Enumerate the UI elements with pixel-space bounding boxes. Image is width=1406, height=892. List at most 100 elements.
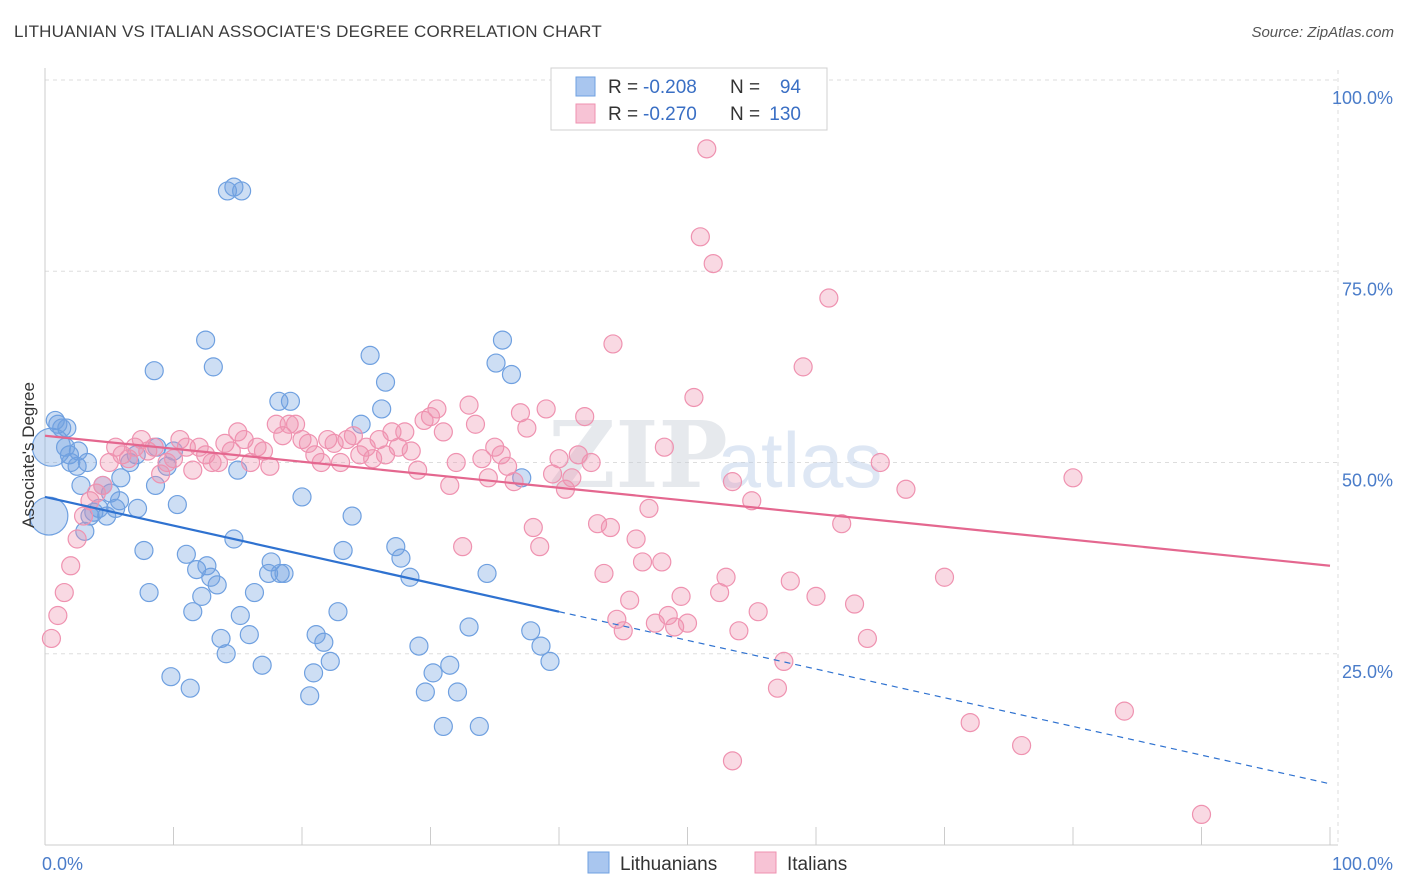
scatter-point	[41, 628, 62, 649]
scatter-point	[477, 563, 497, 584]
scatter-point	[215, 433, 235, 453]
scatter-point	[280, 391, 301, 411]
legend-n-value-1: 94	[780, 77, 802, 98]
legend-n-label-1: N =	[730, 77, 760, 98]
scatter-point	[729, 621, 749, 641]
legend-r-label-2: R =	[608, 104, 638, 125]
scatter-point	[690, 227, 710, 247]
series-lithuanians-points	[29, 177, 560, 737]
legend-r-value-2: -0.270	[643, 104, 697, 125]
scatter-point	[408, 460, 428, 480]
scatter-point	[350, 445, 370, 465]
legend-n-value-2: 130	[769, 104, 801, 125]
chart-source: Source: ZipAtlas.com	[1251, 24, 1394, 41]
scatter-point	[303, 663, 324, 683]
scatter-point	[1063, 468, 1083, 488]
scatter-point	[819, 288, 839, 308]
scatter-point	[109, 491, 130, 511]
bottom-legend-swatch-lithuanians	[587, 851, 610, 874]
trend-line-italians	[44, 434, 1331, 567]
scatter-point	[491, 445, 511, 465]
scatter-point	[342, 506, 362, 526]
scatter-point	[320, 651, 340, 672]
scatter-point	[300, 686, 320, 706]
scatter-point	[54, 582, 74, 603]
scatter-point	[684, 387, 704, 408]
scatter-point	[440, 655, 460, 675]
scatter-point	[832, 514, 852, 534]
scatter-point	[665, 617, 685, 637]
scatter-point	[298, 433, 319, 453]
watermark: ZIP atlas	[548, 401, 882, 509]
scatter-point	[540, 651, 560, 672]
scatter-point	[279, 414, 299, 434]
y-tick-labels: 100.0% 75.0% 50.0% 25.0%	[1332, 88, 1393, 682]
scatter-point	[260, 456, 280, 476]
y-tick-label: 50.0%	[1342, 471, 1393, 491]
legend-r-label-1: R =	[608, 77, 638, 98]
scatter-point	[530, 537, 550, 557]
scatter-point	[934, 567, 955, 587]
legend-swatch-blue	[575, 76, 596, 97]
scatter-point	[581, 452, 601, 473]
legend-r-value-1: -0.208	[643, 77, 697, 98]
legend-n-label-2: N =	[730, 104, 760, 125]
scatter-point	[211, 628, 231, 649]
watermark-zip: ZIP	[548, 401, 727, 509]
scatter-point	[395, 422, 415, 442]
x-tick-label: 100.0%	[1332, 854, 1393, 874]
scatter-point	[652, 552, 672, 572]
x-tick-label: 0.0%	[42, 854, 83, 874]
bottom-legend: Lithuanians Italians	[587, 851, 847, 875]
trend-line-lithuanians-extension	[558, 611, 1331, 785]
scatter-point	[844, 594, 865, 614]
scatter-point	[722, 472, 743, 492]
scatter-point	[232, 181, 252, 201]
scatter-point	[333, 540, 353, 561]
scatter-point	[501, 364, 522, 385]
legend-box	[550, 67, 828, 131]
scatter-point	[536, 399, 556, 419]
scatter-point	[459, 395, 479, 415]
scatter-point	[531, 636, 551, 656]
scatter-point	[459, 617, 479, 637]
scatter-point	[742, 491, 762, 511]
scatter-point	[472, 449, 492, 469]
scatter-point	[144, 361, 164, 381]
scatter-point	[469, 716, 489, 737]
scatter-point	[748, 602, 768, 622]
scatter-point	[343, 426, 363, 446]
scatter-point	[139, 582, 159, 603]
y-tick-label: 100.0%	[1332, 88, 1393, 108]
top-legend: R = -0.208 N = 94 R = -0.270 N = 130	[550, 67, 828, 131]
scatter-point	[440, 475, 460, 496]
scatter-point	[360, 345, 380, 365]
scatter-point	[292, 487, 312, 507]
x-tick-labels: 0.0% 100.0%	[42, 854, 1393, 874]
scatter-point	[658, 605, 678, 626]
scatter-point	[1114, 701, 1135, 721]
scatter-point	[603, 334, 623, 354]
y-tick-label: 75.0%	[1342, 279, 1393, 299]
scatter-point	[273, 426, 293, 446]
scatter-point	[453, 537, 473, 557]
scatter-point	[1191, 804, 1212, 825]
scatter-point	[478, 468, 498, 488]
scatter-point	[67, 529, 87, 549]
chart-title: LITHUANIAN VS ITALIAN ASSOCIATE'S DEGREE…	[14, 22, 602, 41]
scatter-point	[363, 449, 383, 469]
scatter-point	[145, 475, 166, 496]
scatter-point	[433, 422, 453, 442]
scatter-point	[654, 437, 674, 457]
scatter-point	[216, 644, 236, 664]
scatter-point	[594, 563, 614, 584]
scatter-point	[230, 605, 250, 626]
scatter-point	[486, 353, 506, 373]
scatter-point	[521, 621, 541, 641]
bottom-legend-swatch-italians	[754, 851, 777, 874]
scatter-point	[167, 494, 187, 515]
scatter-point	[575, 407, 595, 427]
scatter-point	[258, 563, 279, 584]
scatter-point	[203, 357, 223, 377]
